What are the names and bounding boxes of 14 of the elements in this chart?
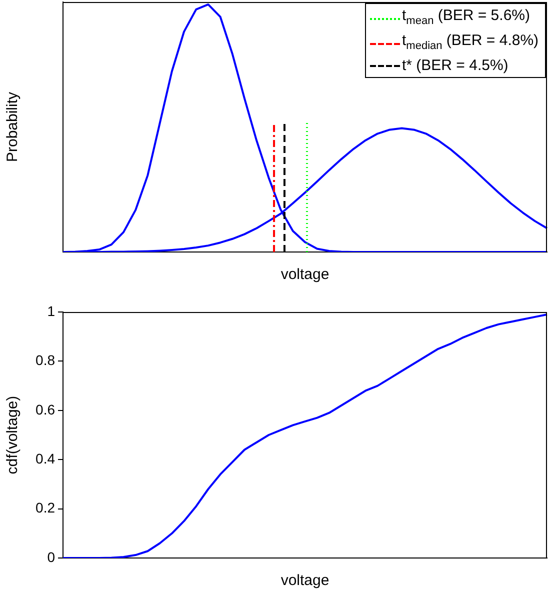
y-axis-title: cdf(voltage) (4, 396, 22, 474)
annotation: t$_{mean}$ (BER = 5.6%) (402, 6, 530, 29)
key-box: t$_{mean}$ (BER = 5.6%) t$_{median}$ (BER = 4.8%) t* (BER = 4.5%) (365, 3, 546, 78)
y-tick-label: 0.6 (36, 401, 56, 418)
y-tick-label: 0.8 (36, 352, 56, 368)
y-tick-label: 0.4 (36, 450, 56, 466)
y-axis-title: Probability (4, 91, 22, 162)
y-tick-label: 0 (47, 548, 56, 565)
x-axis-title: voltage (280, 572, 330, 590)
x-axis-title: voltage (280, 266, 330, 284)
y-tick-label: 1 (47, 302, 56, 319)
y-tick-label: 0.2 (36, 500, 56, 516)
annotation: t* (BER = 4.5%) (402, 56, 508, 75)
annotation: t$_{median}$ (BER = 4.8%) (402, 31, 539, 54)
